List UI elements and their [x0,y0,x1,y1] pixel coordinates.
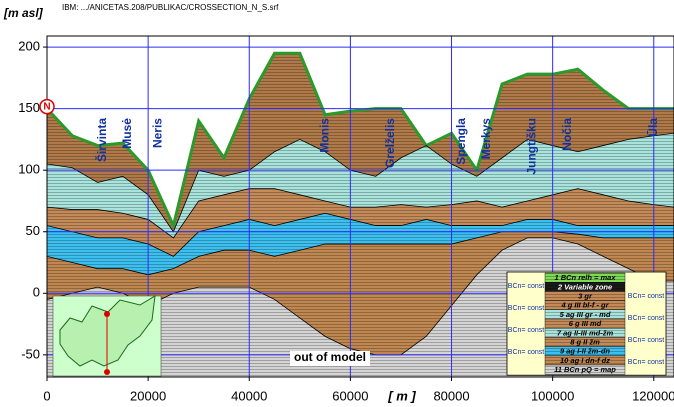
river-label: Musė [120,118,134,149]
north-marker-circle [39,98,55,115]
x-tick-label: 40000 [231,388,267,403]
legend-swatch-hatch [545,319,625,329]
layer-boundary [47,51,674,231]
bc-label: BCn= const [508,349,544,356]
legend-swatch-hatch [545,291,625,301]
river-label: Grelželis [383,118,397,168]
inset-point [104,369,110,375]
x-axis-label: [ m ] [387,388,416,403]
legend-swatch-hatch [545,300,625,310]
bc-label: BCn= const [508,305,544,312]
x-tick-label: 80000 [433,388,469,403]
legend-label: 4 g III bl-f - gr [560,301,609,310]
layer-boundary [47,188,674,239]
y-tick-label: 100 [18,162,40,177]
legend-swatch-hatch [545,337,625,347]
overlay: 0 20000 40000 60000 80000 100000 120000 -50 0 50 1… [18,35,674,403]
legend-swatch-hatch [545,346,625,356]
river-label: Monis [317,118,331,153]
bc-label: BCn= const [628,337,664,344]
bc-label: BCn= const [628,293,664,300]
plot-frame [46,35,674,378]
layer-hatch [47,133,674,238]
legend-label: 10 ag I dn-f dz [560,356,610,365]
layer-hatch [47,188,674,257]
river-label: Jungtišku [525,118,539,175]
river-label: Merkys [479,118,493,160]
river-label: Širvinta [94,118,109,162]
river-label: Spengla [454,118,468,165]
legend-label: 6 g III md [569,319,602,328]
x-tick-label: 20000 [130,388,166,403]
y-axis-label: [m asl] [3,6,44,20]
x-tick-label: 0 [43,388,50,403]
x-tick-label: 100000 [531,388,574,403]
y-tick-label: -50 [21,346,40,361]
layer-boundary [47,132,674,233]
bc-label: BCn= const [628,359,664,366]
inset-map [52,295,162,377]
y-tick-label: 50 [26,223,40,238]
x-tick-label: 120000 [632,388,674,403]
river-label: Nočia [560,118,574,151]
legend-label: 8 g II žm [570,337,600,346]
river-label: Neris [150,118,164,148]
legend-swatch-hatch [545,282,625,292]
legend-swatch-hatch [545,328,625,338]
bc-label: BCn= const [628,315,664,322]
bc-label: BCn= const [508,283,544,290]
y-tick-label: 200 [18,39,40,54]
y-tick-label: 0 [33,285,40,300]
inset-point [104,311,110,317]
legend-swatch-hatch [545,273,625,283]
legend-label: 1 BCn relh = max [554,273,616,282]
layer-boundary [47,231,674,276]
legend-label: 3 gr [578,291,593,300]
legend-label: 5 ag III gr - md [560,310,611,319]
legend-swatch-hatch [545,365,625,375]
legend-swatch-hatch [545,309,625,319]
layer-boundary [47,212,674,257]
y-tick-label: 150 [18,100,40,115]
layer-hatch [47,53,674,232]
chart-title: IBM: .../ANICETAS.208/PUBLIKAC/CROSSECTI… [62,3,279,12]
legend-label: 9 ag I-II žm-dn [560,347,610,356]
model-note: out of model [294,350,366,364]
bc-label: BCn= const [508,327,544,334]
legend-label: 7 ag II-III md-žm [557,328,614,337]
legend-swatch-hatch [545,355,625,365]
legend-label: 2 Variable zone [557,282,612,291]
legend-label: 11 BCn pQ = map [554,365,616,374]
note-bg [290,351,370,366]
north-marker: N [43,101,50,112]
x-tick-label: 60000 [332,388,368,403]
river-label: Ūla [646,118,660,137]
